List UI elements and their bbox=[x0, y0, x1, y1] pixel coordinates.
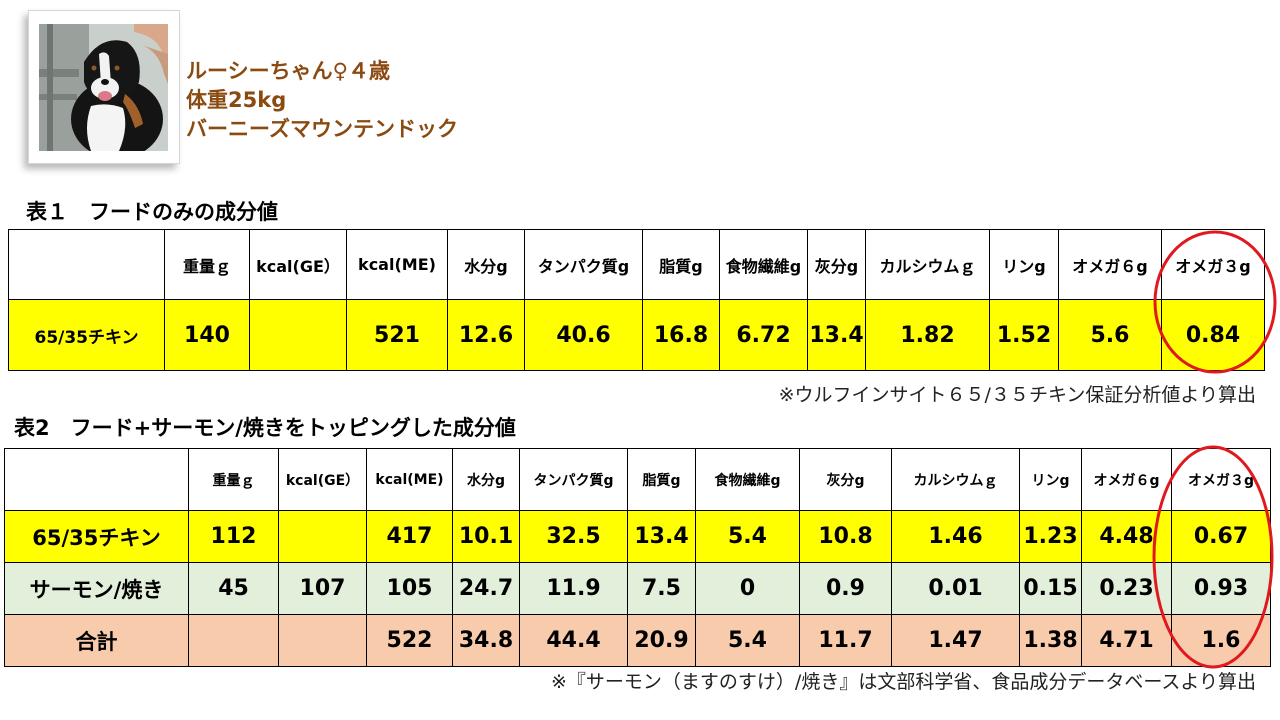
table1-header-cell: リンg bbox=[989, 229, 1059, 300]
table1-header-cell: 食物繊維g bbox=[719, 229, 808, 300]
table1-cell: 6.72 bbox=[719, 299, 808, 371]
table1-header-row: 重量ｇ kcal(GE） kcal(ME) 水分g タンパク質g 脂質g 食物繊… bbox=[8, 229, 1265, 300]
table2-header-cell: オメガ３g bbox=[1171, 448, 1271, 511]
table2-header-cell: 灰分g bbox=[799, 448, 892, 511]
table1-caption: 表１ フードのみの成分値 bbox=[26, 200, 278, 224]
table1-header-cell: タンパク質g bbox=[524, 229, 643, 300]
table2-cell bbox=[278, 510, 367, 563]
table2-cell: 11.7 bbox=[799, 614, 892, 667]
table1-header-cell: 重量ｇ bbox=[164, 229, 250, 300]
table2-header-row: 重量ｇ kcal(GE） kcal(ME) 水分g タンパク質g 脂質g 食物繊… bbox=[4, 448, 1271, 511]
table2-cell: 4.71 bbox=[1081, 614, 1172, 667]
table2-cell: 0.23 bbox=[1081, 562, 1172, 615]
table2-cell: 1.38 bbox=[1019, 614, 1082, 667]
table1-header-cell: kcal(GE） bbox=[249, 229, 347, 300]
table2-cell: 7.5 bbox=[627, 562, 696, 615]
dog-photo-frame bbox=[28, 10, 180, 164]
table2-cell: 32.5 bbox=[519, 510, 628, 563]
table2-cell: 44.4 bbox=[519, 614, 628, 667]
table2-cell: 1.23 bbox=[1019, 510, 1082, 563]
table2-cell: 5.4 bbox=[695, 614, 800, 667]
table2-header-cell: タンパク質g bbox=[519, 448, 628, 511]
table2-row-chicken: 65/35チキン 112 417 10.1 32.5 13.4 5.4 10.8… bbox=[4, 510, 1271, 563]
table2-cell: 10.1 bbox=[452, 510, 520, 563]
dog-photo bbox=[39, 24, 168, 151]
table2-cell: 0.01 bbox=[891, 562, 1020, 615]
table2-row-total: 合計 522 34.8 44.4 20.9 5.4 11.7 1.47 1.38… bbox=[4, 614, 1271, 667]
table1-header-cell: 灰分g bbox=[807, 229, 866, 300]
table2-cell: 34.8 bbox=[452, 614, 520, 667]
table2-cell: 105 bbox=[366, 562, 453, 615]
table2-header-cell: 重量ｇ bbox=[188, 448, 279, 511]
table1-cell bbox=[249, 299, 347, 371]
table1-header-cell: カルシウムｇ bbox=[865, 229, 990, 300]
table2-row-label: サーモン/焼き bbox=[4, 562, 189, 615]
table2-header-cell: kcal(GE） bbox=[278, 448, 367, 511]
table2-cell: 112 bbox=[188, 510, 279, 563]
table1-header-cell: kcal(ME) bbox=[346, 229, 448, 300]
table1-cell: 16.8 bbox=[642, 299, 720, 371]
table2-cell: 0.93 bbox=[1171, 562, 1271, 615]
table1-row-chicken: 65/35チキン 140 521 12.6 40.6 16.8 6.72 13.… bbox=[8, 299, 1265, 371]
table2-header-cell: 水分g bbox=[452, 448, 520, 511]
table2-cell: 0 bbox=[695, 562, 800, 615]
table2-cell: 522 bbox=[366, 614, 453, 667]
table2-caption: 表2 フード+サーモン/焼きをトッピングした成分値 bbox=[14, 416, 516, 440]
table1-cell: 1.82 bbox=[865, 299, 990, 371]
table2-header-cell: 脂質g bbox=[627, 448, 696, 511]
table1-row-label: 65/35チキン bbox=[8, 299, 165, 371]
table2-cell: 0.15 bbox=[1019, 562, 1082, 615]
table2: 重量ｇ kcal(GE） kcal(ME) 水分g タンパク質g 脂質g 食物繊… bbox=[4, 448, 1271, 667]
table2-cell: 0.9 bbox=[799, 562, 892, 615]
table2-cell: 10.8 bbox=[799, 510, 892, 563]
table2-row-label: 65/35チキン bbox=[4, 510, 189, 563]
table1-note: ※ウルフインサイト６５/３５チキン保証分析値より算出 bbox=[778, 384, 1256, 406]
table2-cell: 45 bbox=[188, 562, 279, 615]
table1-cell: 1.52 bbox=[989, 299, 1059, 371]
table2-header-cell: 食物繊維g bbox=[695, 448, 800, 511]
table1-header-cell: オメガ３g bbox=[1161, 229, 1265, 300]
table1-cell: 13.4 bbox=[807, 299, 866, 371]
table2-cell: 1.47 bbox=[891, 614, 1020, 667]
table2-cell: 1.46 bbox=[891, 510, 1020, 563]
table1: 重量ｇ kcal(GE） kcal(ME) 水分g タンパク質g 脂質g 食物繊… bbox=[8, 229, 1265, 371]
dog-name: ルーシーちゃん♀４歳 bbox=[186, 59, 390, 83]
table2-header-cell: カルシウムｇ bbox=[891, 448, 1020, 511]
table1-header-cell: オメガ６g bbox=[1058, 229, 1162, 300]
table2-cell: 4.48 bbox=[1081, 510, 1172, 563]
table2-row-label: 合計 bbox=[4, 614, 189, 667]
table1-cell: 521 bbox=[346, 299, 448, 371]
table2-cell bbox=[188, 614, 279, 667]
table1-cell: 0.84 bbox=[1161, 299, 1265, 371]
table1-header-cell bbox=[8, 229, 165, 300]
table1-cell: 5.6 bbox=[1058, 299, 1162, 371]
table2-cell: 0.67 bbox=[1171, 510, 1271, 563]
table2-cell: 20.9 bbox=[627, 614, 696, 667]
table1-cell: 140 bbox=[164, 299, 250, 371]
table1-cell: 12.6 bbox=[447, 299, 525, 371]
table1-header-cell: 脂質g bbox=[642, 229, 720, 300]
dog-weight: 体重25kg bbox=[186, 88, 287, 112]
table2-note: ※『サーモン（ますのすけ）/焼き』は文部科学省、食品成分データベースより算出 bbox=[551, 671, 1256, 693]
table2-cell: 5.4 bbox=[695, 510, 800, 563]
table2-header-cell: kcal(ME) bbox=[366, 448, 453, 511]
dog-illustration bbox=[39, 24, 168, 151]
table1-cell: 40.6 bbox=[524, 299, 643, 371]
table2-cell: 13.4 bbox=[627, 510, 696, 563]
table2-header-cell: リンg bbox=[1019, 448, 1082, 511]
dog-profile: ルーシーちゃん♀４歳 体重25kg バーニーズマウンテンドック bbox=[186, 57, 458, 144]
table2-cell bbox=[278, 614, 367, 667]
table2-cell: 107 bbox=[278, 562, 367, 615]
table1-header-cell: 水分g bbox=[447, 229, 525, 300]
table2-cell: 11.9 bbox=[519, 562, 628, 615]
table2-cell: 24.7 bbox=[452, 562, 520, 615]
table2-header-cell bbox=[4, 448, 189, 511]
table2-cell: 417 bbox=[366, 510, 453, 563]
table2-row-salmon: サーモン/焼き 45 107 105 24.7 11.9 7.5 0 0.9 0… bbox=[4, 562, 1271, 615]
table2-header-cell: オメガ６g bbox=[1081, 448, 1172, 511]
table2-cell: 1.6 bbox=[1171, 614, 1271, 667]
dog-breed: バーニーズマウンテンドック bbox=[186, 117, 458, 141]
